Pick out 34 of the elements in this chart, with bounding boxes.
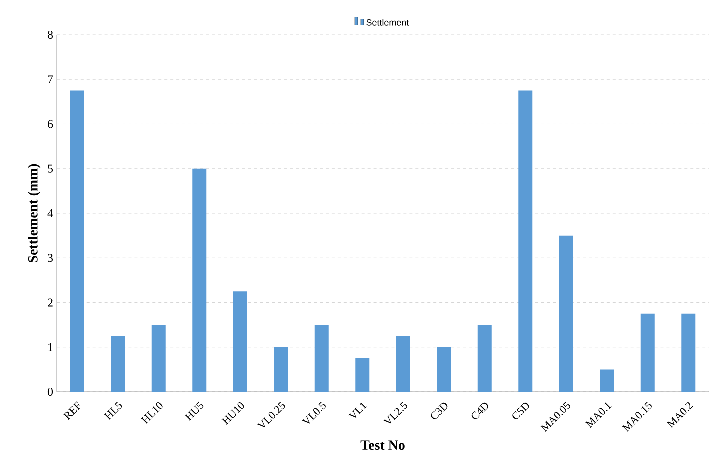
- y-tick-label: 0: [48, 388, 54, 396]
- y-tick-label: 5: [48, 164, 54, 173]
- y-tick-label: 6: [48, 120, 54, 128]
- y-tick-label: 8: [48, 30, 54, 40]
- y-axis-title: Settlement (mm): [28, 164, 41, 263]
- x-tick-label: C3D: [431, 402, 448, 420]
- x-tick-label: C5D: [512, 402, 530, 420]
- y-tick-label: 7: [48, 76, 54, 84]
- bar: [600, 370, 614, 392]
- bar: [559, 236, 574, 392]
- legend-label: Settlement: [366, 19, 410, 26]
- bar: [314, 325, 329, 392]
- y-tick-label: 4: [48, 210, 54, 218]
- bar: [111, 336, 126, 392]
- bar: [478, 325, 492, 392]
- bar: [152, 325, 166, 392]
- bar: [70, 90, 84, 392]
- bar: [682, 314, 696, 392]
- y-tick-label: 1: [48, 343, 53, 352]
- x-tick-label: C4D: [472, 402, 488, 420]
- bar: [233, 292, 248, 392]
- bar: [437, 347, 452, 392]
- x-axis-title: Test No: [360, 440, 405, 450]
- y-tick-label: 2: [48, 298, 53, 307]
- bar: [396, 336, 410, 392]
- x-tick-label: VL1: [348, 402, 368, 418]
- bar: [274, 347, 288, 392]
- x-tick-label: REF: [63, 402, 81, 420]
- bar: [518, 90, 533, 392]
- bar: [356, 358, 370, 392]
- bar: [640, 314, 655, 392]
- bar: [192, 168, 207, 392]
- x-tick-label: HL5: [104, 402, 122, 420]
- y-tick-label: 3: [48, 254, 54, 262]
